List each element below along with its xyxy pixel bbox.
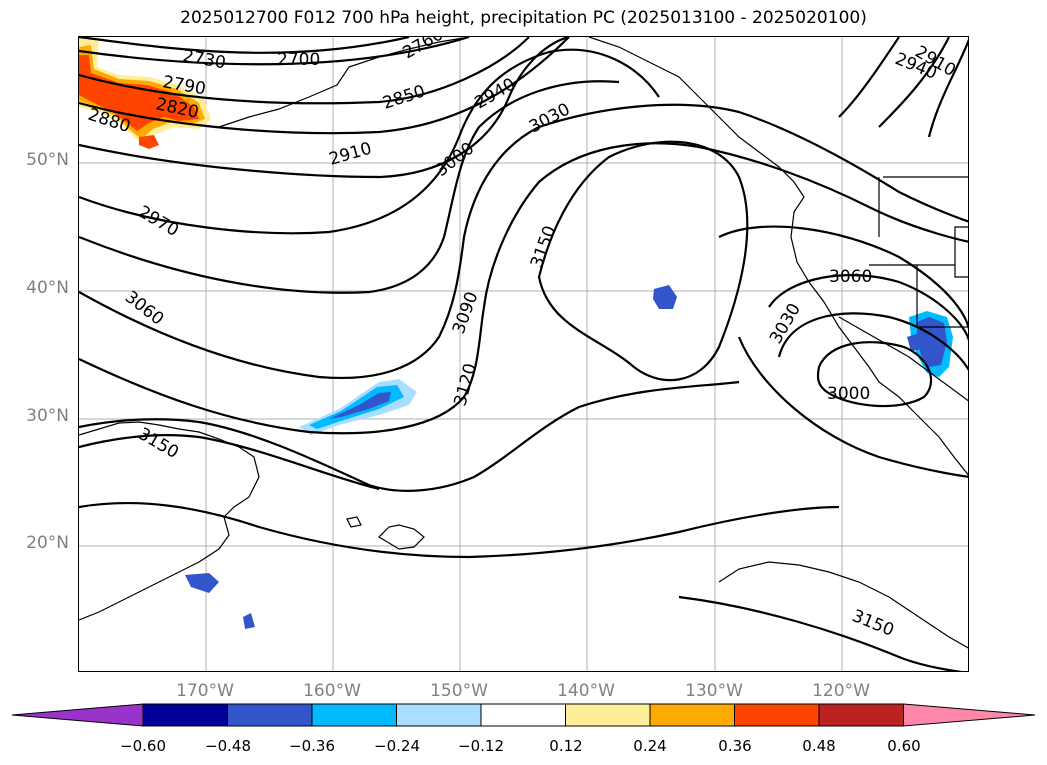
colorbar-segment (734, 703, 820, 727)
colorbar-tick-label: 0.12 (549, 737, 583, 755)
latitude-label: 40°N (26, 278, 69, 298)
contour-label: 2760 (400, 37, 447, 63)
precip-positive-area (79, 37, 211, 149)
map-canvas: 2730 2700 2760 2790 2820 2880 2850 2940 … (79, 37, 968, 671)
colorbar-segment (142, 703, 228, 727)
contour-label: 3150 (135, 424, 182, 463)
longitude-label: 170°W (176, 681, 234, 701)
latitude-label: 30°N (26, 406, 69, 426)
contour-label: 2970 (135, 202, 182, 241)
contour-label: 2730 (181, 46, 227, 73)
colorbar-segment (818, 703, 904, 727)
colorbar-tick-label: 0.24 (633, 737, 667, 755)
map-title: 2025012700 F012 700 hPa height, precipit… (180, 8, 867, 28)
height-contours (79, 37, 968, 671)
colorbar-tick-label: −0.12 (458, 737, 504, 755)
contour-label: 3000 (827, 384, 870, 404)
contour-label: 3060 (121, 287, 167, 329)
map-panel: 2730 2700 2760 2790 2820 2880 2850 2940 … (78, 36, 969, 672)
colorbar-tick-label: −0.48 (205, 737, 251, 755)
colorbar-segment (396, 703, 482, 727)
longitude-label: 130°W (685, 681, 743, 701)
longitude-label: 140°W (557, 681, 615, 701)
colorbar-tick-label: 0.60 (887, 737, 921, 755)
colorbar-segment (311, 703, 397, 727)
colorbar-tick-label: −0.60 (120, 737, 166, 755)
contour-label: 2700 (277, 50, 320, 70)
colorbar-tick-label: 0.36 (718, 737, 752, 755)
contour-label: 3030 (526, 99, 574, 137)
colorbar-extend-max (903, 703, 1036, 727)
precip-negative-area (185, 285, 953, 629)
colorbar-tick-label: −0.36 (289, 737, 335, 755)
longitude-label: 150°W (430, 681, 488, 701)
coastlines (79, 37, 968, 649)
colorbar-segment (565, 703, 651, 727)
contour-label: 3030 (766, 300, 805, 347)
colorbar-tick-label: 0.48 (802, 737, 836, 755)
contour-label: 3060 (829, 267, 872, 287)
contour-label: 2850 (380, 81, 427, 113)
colorbar-extend-min (11, 703, 144, 727)
longitude-label: 120°W (812, 681, 870, 701)
longitude-label: 160°W (303, 681, 361, 701)
colorbar-segment (480, 703, 566, 727)
contour-label: 3120 (451, 361, 482, 408)
colorbar-segment (227, 703, 313, 727)
colorbar-tick-label: −0.24 (374, 737, 420, 755)
colorbar-segment (649, 703, 735, 727)
latitude-label: 50°N (26, 150, 69, 170)
contour-label: 2910 (327, 139, 374, 170)
latitude-label: 20°N (26, 533, 69, 553)
contour-label: 3150 (527, 223, 561, 270)
contour-label: 3150 (849, 606, 897, 641)
